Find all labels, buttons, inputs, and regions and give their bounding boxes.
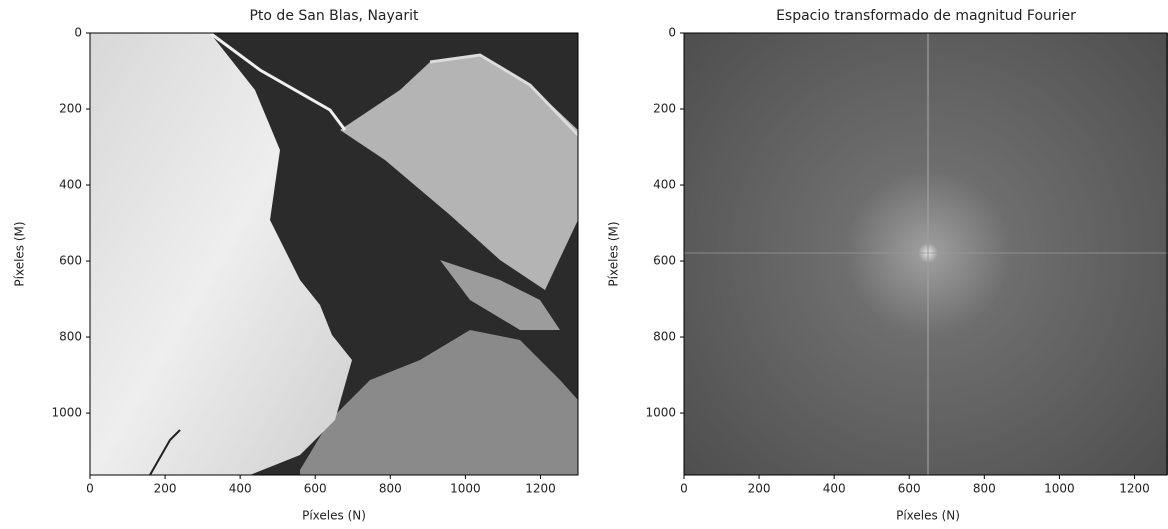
satellite-image: [90, 33, 578, 475]
x-tick-label: 1000: [1044, 482, 1075, 496]
y-tick-label: 400: [653, 178, 676, 192]
x-tick-label: 200: [154, 482, 177, 496]
x-tick-label: 400: [823, 482, 846, 496]
y-axis-label: Píxeles (M): [607, 221, 621, 286]
chart-title: Espacio transformado de magnitud Fourier: [776, 8, 1076, 24]
y-tick-label: 200: [59, 102, 82, 116]
y-tick-label: 200: [653, 102, 676, 116]
fourier-image: [684, 33, 1168, 475]
y-tick-label: 800: [59, 330, 82, 344]
x-tick-label: 800: [379, 482, 402, 496]
x-tick-label: 600: [898, 482, 921, 496]
x-tick-label: 0: [680, 482, 688, 496]
y-tick-label: 1000: [645, 406, 676, 420]
x-tick-label: 0: [86, 482, 94, 496]
y-tick-label: 0: [74, 26, 82, 40]
x-tick-label: 200: [748, 482, 771, 496]
x-axis-label: Píxeles (N): [302, 509, 366, 523]
y-tick-label: 0: [668, 26, 676, 40]
x-tick-label: 1200: [525, 482, 556, 496]
chart-title: Pto de San Blas, Nayarit: [249, 8, 419, 24]
x-tick-label: 1000: [450, 482, 481, 496]
y-tick-label: 400: [59, 178, 82, 192]
figure: Pto de San Blas, Nayarit Píxeles (N) Píxel…: [0, 0, 1168, 529]
x-tick-label: 800: [973, 482, 996, 496]
y-tick-label: 600: [653, 254, 676, 268]
x-axis-label: Píxeles (N): [896, 509, 960, 523]
x-tick-label: 1200: [1119, 482, 1150, 496]
y-tick-label: 600: [59, 254, 82, 268]
x-tick-label: 400: [229, 482, 252, 496]
y-axis-label: Píxeles (M): [13, 221, 27, 286]
y-tick-label: 800: [653, 330, 676, 344]
x-tick-label: 600: [304, 482, 327, 496]
y-tick-label: 1000: [51, 406, 82, 420]
